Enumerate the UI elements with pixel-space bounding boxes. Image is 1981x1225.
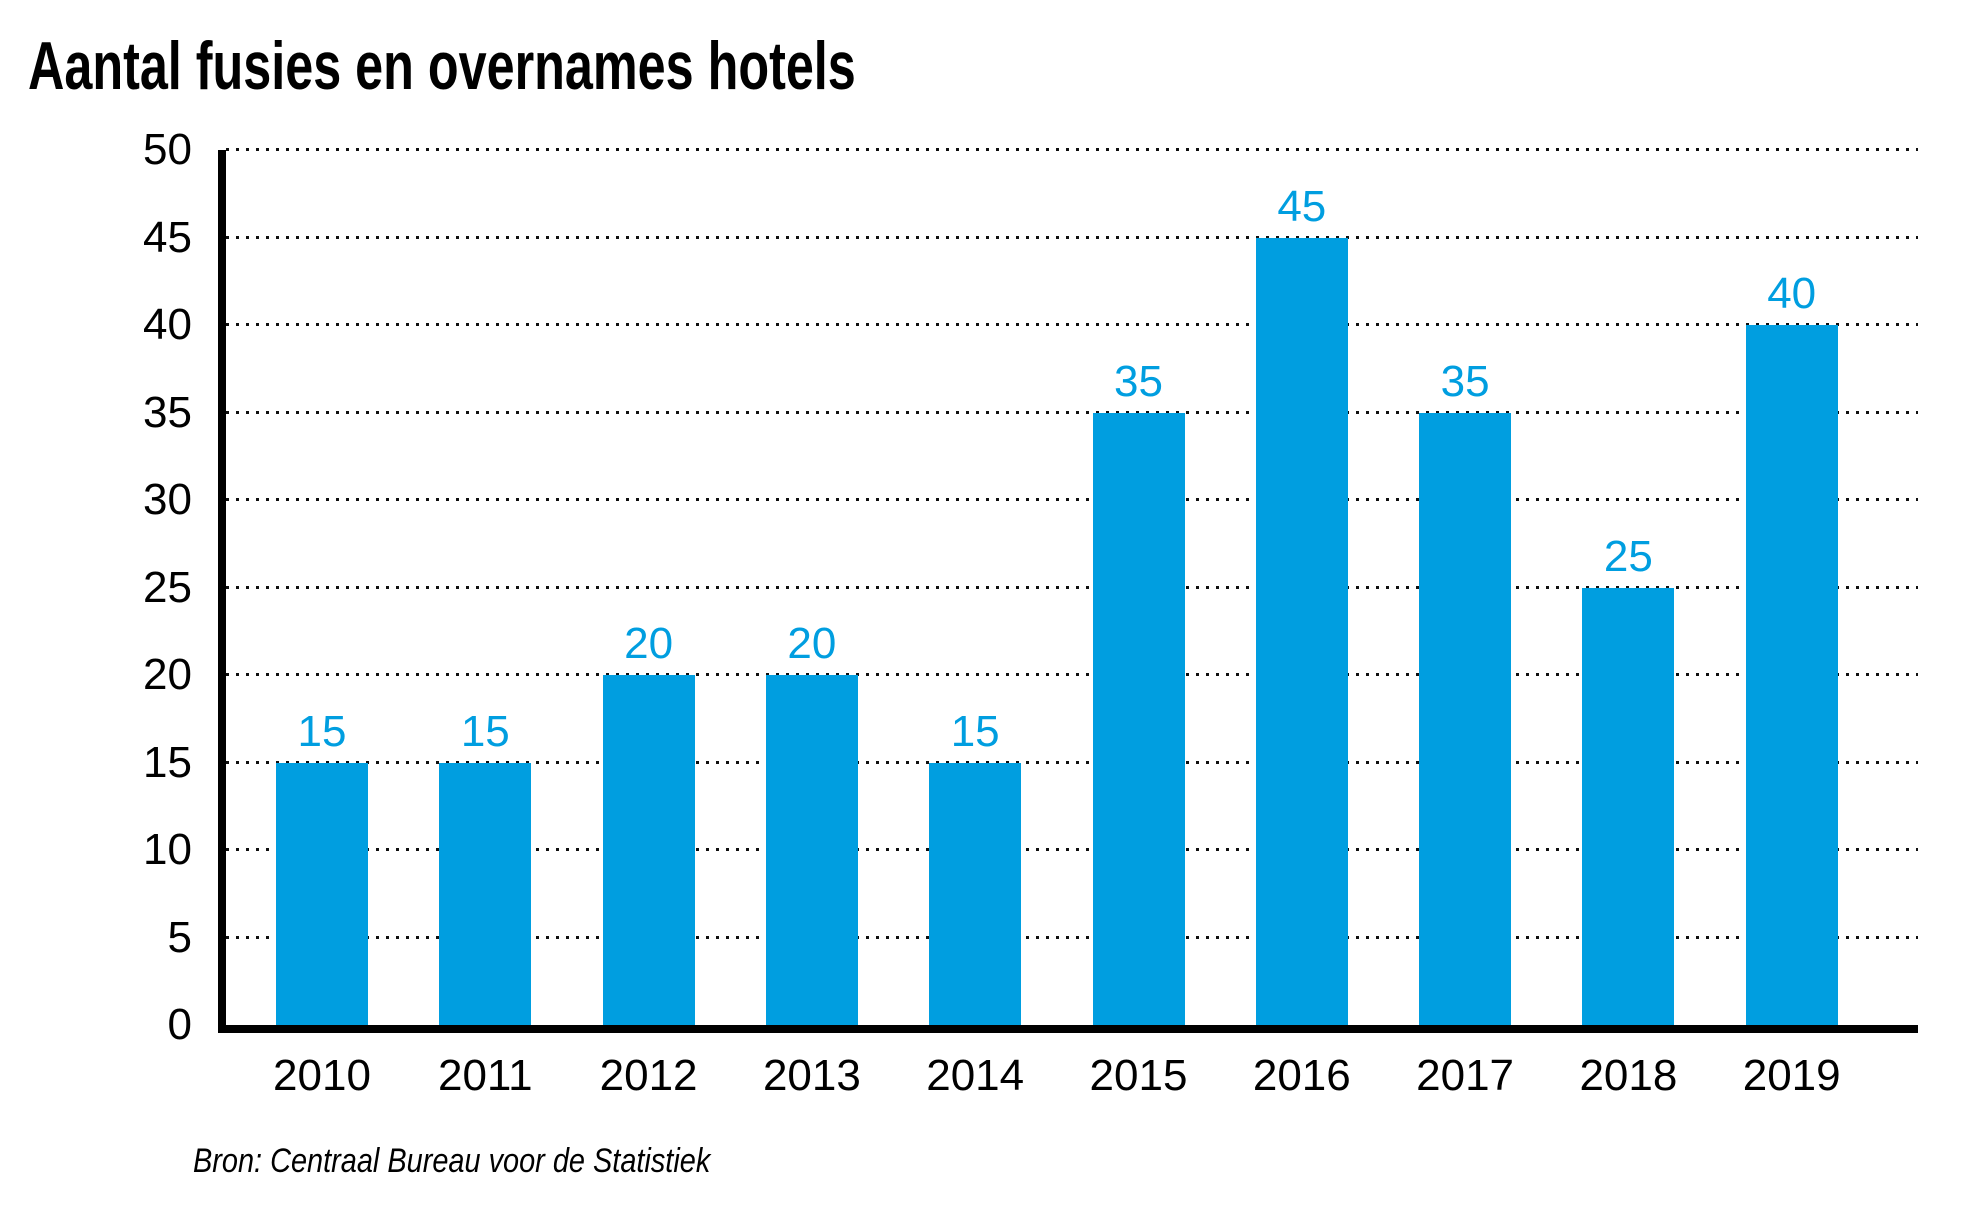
bar-2017 <box>1419 412 1512 1025</box>
bar-2014 <box>929 762 1022 1025</box>
bar-2016 <box>1255 237 1348 1025</box>
bar-value-label-2018: 25 <box>1603 531 1653 581</box>
y-tick-label-0: 0 <box>167 1000 192 1049</box>
x-tick-label-2012: 2012 <box>599 1051 698 1100</box>
y-tick-label-40: 40 <box>143 300 192 349</box>
bar-2015 <box>1092 412 1185 1025</box>
y-tick-label-25: 25 <box>143 562 192 612</box>
gridline-20 <box>226 673 1918 676</box>
y-tick-label-10: 10 <box>143 825 192 874</box>
x-tick-label-2018: 2018 <box>1579 1051 1678 1100</box>
bar-value-label-2019: 40 <box>1767 269 1817 318</box>
chart-title: Aantal fusies en overnames hotels <box>28 28 856 104</box>
bar-value-label-2015: 35 <box>1114 356 1163 406</box>
bar-value-label-2011: 15 <box>460 706 510 756</box>
bar-value-label-2013: 20 <box>787 619 837 668</box>
bar-2010 <box>276 762 368 1025</box>
x-tick-label-2017: 2017 <box>1416 1051 1515 1100</box>
source-note: Bron: Centraal Bureau voor de Statistiek <box>193 1142 711 1180</box>
bar-2019 <box>1745 325 1838 1025</box>
x-tick-label-2016: 2016 <box>1252 1051 1351 1100</box>
plot-area: 15 15 20 20 15 35 45 35 25 40 <box>218 148 1918 1033</box>
gridline-25 <box>226 585 1918 589</box>
bar-2011 <box>439 762 532 1025</box>
y-tick-label-5: 5 <box>167 912 192 962</box>
y-tick-label-45: 45 <box>143 212 192 262</box>
gridline-10 <box>226 848 1918 851</box>
bar-2018 <box>1582 587 1675 1025</box>
gridline-50 <box>226 148 1918 151</box>
gridline-40 <box>226 323 1918 326</box>
gridline-45 <box>226 235 1918 239</box>
gridline-5 <box>226 935 1918 939</box>
x-tick-label-2010: 2010 <box>273 1051 371 1100</box>
x-tick-label-2014: 2014 <box>926 1051 1025 1100</box>
x-tick-label-2015: 2015 <box>1089 1051 1188 1100</box>
bar-value-label-2010: 15 <box>297 706 347 756</box>
bar-value-label-2016: 45 <box>1277 181 1327 231</box>
y-tick-label-35: 35 <box>143 387 192 437</box>
gridline-30 <box>226 498 1918 501</box>
bar-2012 <box>602 675 695 1025</box>
y-tick-label-15: 15 <box>143 737 192 787</box>
x-tick-label-2019: 2019 <box>1742 1051 1841 1100</box>
y-tick-label-30: 30 <box>143 475 192 524</box>
bar-value-label-2014: 15 <box>950 706 1000 756</box>
y-tick-label-50: 50 <box>143 125 192 174</box>
x-tick-label-2011: 2011 <box>437 1051 533 1100</box>
x-tick-label-2013: 2013 <box>762 1051 861 1100</box>
bar-value-label-2017: 35 <box>1440 356 1490 406</box>
bar-value-label-2012: 20 <box>624 619 674 668</box>
gridline-35 <box>226 410 1918 414</box>
y-tick-label-20: 20 <box>143 650 192 699</box>
gridline-15 <box>226 760 1918 764</box>
bar-2013 <box>765 675 858 1025</box>
